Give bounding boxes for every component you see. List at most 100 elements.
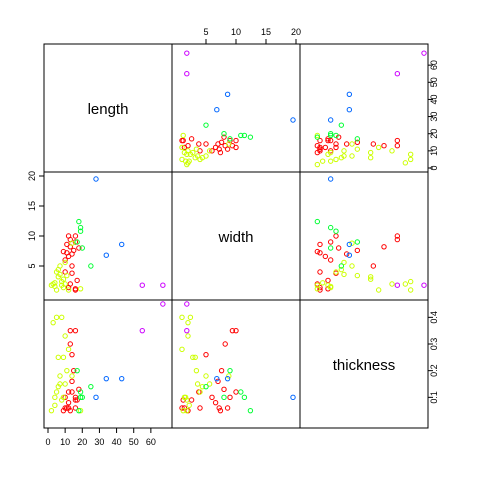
data-point-width-thickness-19	[325, 277, 331, 284]
data-point-length-thickness-25	[367, 155, 374, 161]
data-point-thickness-width-4	[197, 405, 203, 411]
data-point-width-length-19	[74, 277, 80, 284]
data-point-width-length-35	[52, 280, 58, 286]
data-point-width-length-8	[64, 250, 70, 256]
data-point-length-thickness-45	[327, 132, 334, 139]
data-point-length-thickness-21	[407, 156, 414, 163]
data-point-thickness-length-43	[79, 394, 85, 401]
data-point-length-width-20	[217, 149, 224, 156]
data-point-length-width-17	[203, 141, 209, 147]
data-point-thickness-width-19	[188, 397, 195, 403]
axis-tick-label-bottom-length-5: 50	[129, 437, 139, 447]
data-point-thickness-length-51	[160, 301, 166, 307]
data-point-width-thickness-0	[317, 287, 323, 293]
data-point-width-thickness-35	[319, 280, 326, 286]
data-point-width-length-16	[72, 233, 79, 239]
data-point-thickness-width-41	[247, 407, 254, 414]
axis-tick-label-right-length-2: 20	[429, 129, 439, 139]
data-point-width-thickness-36	[325, 282, 331, 288]
data-point-width-length-38	[69, 240, 75, 246]
data-point-length-thickness-48	[346, 91, 353, 97]
data-point-length-thickness-39	[314, 132, 321, 139]
data-point-width-length-9	[71, 247, 77, 254]
data-point-width-length-13	[72, 239, 79, 245]
data-point-length-width-26	[190, 149, 196, 156]
data-point-length-thickness-37	[341, 148, 347, 154]
data-point-width-length-28	[57, 271, 63, 278]
data-point-length-width-47	[290, 117, 296, 123]
data-point-width-length-12	[64, 241, 70, 248]
panel-points-thickness-vs-width	[179, 301, 296, 414]
data-point-thickness-length-12	[64, 405, 70, 411]
diagonal-label-thickness: thickness	[333, 357, 396, 374]
data-point-thickness-width-14	[229, 327, 236, 334]
data-point-thickness-width-8	[216, 405, 222, 411]
data-point-width-thickness-28	[341, 271, 347, 278]
data-point-width-thickness-23	[407, 278, 414, 285]
data-point-thickness-width-13	[227, 394, 233, 401]
data-point-length-width-15	[233, 144, 239, 151]
data-point-width-length-37	[62, 259, 68, 266]
data-point-width-length-26	[60, 276, 67, 282]
data-point-width-thickness-32	[354, 272, 361, 279]
data-point-thickness-length-33	[57, 373, 63, 379]
data-point-length-thickness-11	[381, 143, 387, 149]
data-point-width-thickness-43	[327, 245, 334, 251]
data-point-length-width-29	[182, 158, 189, 164]
data-point-width-thickness-5	[327, 257, 334, 263]
data-point-thickness-width-26	[190, 354, 196, 361]
data-point-thickness-width-32	[193, 367, 200, 374]
data-point-thickness-length-19	[74, 397, 80, 403]
data-point-thickness-width-9	[218, 367, 225, 374]
data-point-length-width-46	[227, 136, 233, 142]
data-point-length-width-32	[193, 146, 200, 152]
data-point-width-thickness-38	[349, 240, 355, 246]
data-point-width-length-47	[93, 176, 99, 182]
data-point-width-length-48	[119, 241, 125, 248]
data-point-width-thickness-7	[343, 251, 350, 257]
data-point-width-thickness-46	[354, 239, 361, 245]
axis-tick-label-top-width-3: 20	[291, 27, 301, 37]
data-point-width-length-29	[52, 283, 58, 290]
axis-tick-label-bottom-length-6: 60	[146, 437, 156, 447]
data-point-width-length-3	[69, 270, 75, 276]
data-point-length-width-16	[233, 137, 239, 144]
axis-tick-label-right-thickness-1: 0.2	[429, 364, 439, 377]
data-point-width-thickness-13	[327, 239, 334, 245]
data-point-width-thickness-25	[367, 274, 374, 280]
data-point-width-thickness-31	[314, 282, 321, 288]
data-point-length-thickness-1	[325, 137, 331, 144]
data-point-thickness-length-31	[48, 407, 55, 414]
data-point-width-length-40	[65, 287, 72, 293]
data-point-thickness-length-50	[139, 327, 145, 334]
data-point-width-thickness-33	[349, 263, 355, 269]
data-point-thickness-length-17	[69, 351, 75, 358]
data-point-width-length-5	[62, 257, 68, 263]
data-point-thickness-width-34	[199, 383, 206, 390]
data-point-length-thickness-20	[314, 149, 321, 156]
data-point-length-width-40	[179, 144, 185, 151]
data-point-length-width-37	[206, 148, 213, 154]
data-point-width-thickness-21	[407, 287, 414, 293]
data-point-length-thickness-7	[343, 141, 350, 147]
data-point-length-thickness-9	[354, 139, 361, 145]
data-point-width-thickness-24	[389, 281, 395, 287]
data-point-thickness-length-9	[71, 367, 77, 374]
data-point-length-thickness-32	[354, 146, 361, 152]
data-point-width-thickness-10	[335, 245, 342, 251]
data-point-width-thickness-44	[338, 263, 345, 269]
data-point-length-thickness-36	[325, 151, 331, 157]
data-point-thickness-width-10	[221, 386, 227, 393]
data-point-width-thickness-27	[333, 269, 339, 275]
data-point-thickness-length-23	[59, 314, 65, 321]
data-point-width-thickness-15	[333, 233, 339, 239]
data-point-length-thickness-18	[314, 143, 321, 149]
axis-tick-label-right-thickness-3: 0.4	[429, 311, 439, 324]
data-point-length-thickness-5	[327, 148, 334, 154]
data-point-length-thickness-33	[349, 153, 355, 159]
axis-tick-label-top-width-1: 10	[231, 27, 241, 37]
data-point-thickness-length-16	[72, 327, 79, 334]
data-point-thickness-width-40	[179, 346, 185, 353]
data-point-thickness-length-24	[62, 333, 68, 339]
